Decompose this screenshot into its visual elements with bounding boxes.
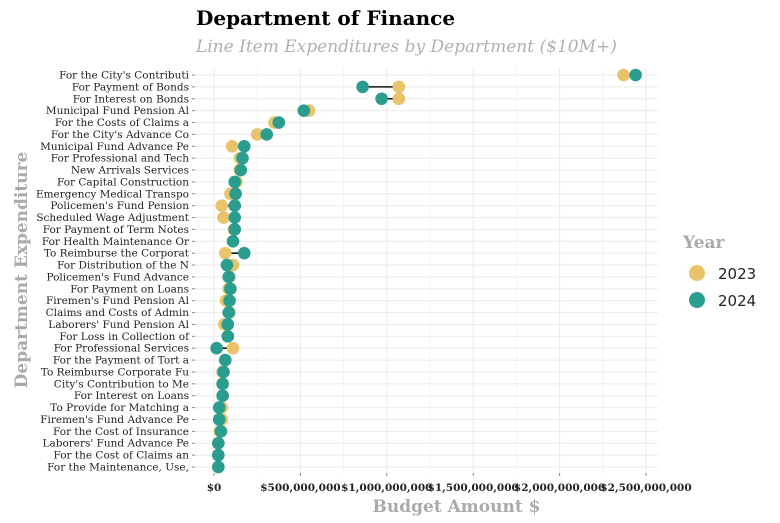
point-2024 xyxy=(234,163,248,177)
category-label: For Payment of Bonds xyxy=(72,81,189,93)
point-2024 xyxy=(212,413,226,426)
point-2024 xyxy=(237,139,251,153)
chart-title: Department of Finance xyxy=(196,6,456,30)
y-axis-label: Department Expenditure xyxy=(12,151,32,388)
point-2024 xyxy=(224,282,237,296)
point-2024 xyxy=(375,92,388,106)
category-label: Firemen's Fund Pension Al xyxy=(46,295,190,307)
point-2023 xyxy=(226,341,240,355)
legend-label-2023: 2023 xyxy=(718,265,756,283)
point-2024 xyxy=(356,80,369,94)
point-2023 xyxy=(218,246,232,260)
category-label: Laborers' Fund Advance Pe xyxy=(42,438,189,450)
point-2024 xyxy=(212,401,226,414)
point-2023 xyxy=(215,199,229,212)
point-2023 xyxy=(217,211,230,224)
category-label: For Professional Services xyxy=(54,343,189,355)
x-tick-label: $500,000,000 xyxy=(260,482,340,494)
point-2023 xyxy=(250,128,264,141)
point-2024 xyxy=(226,235,240,248)
category-label: For the City's Advance Co xyxy=(51,129,189,141)
point-2024 xyxy=(212,436,225,450)
category-label: For Health Maintenance Or xyxy=(42,236,190,248)
x-tick-label: $2,500,000,000 xyxy=(600,482,691,494)
point-2024 xyxy=(297,104,311,117)
point-2024 xyxy=(217,365,230,379)
point-2024 xyxy=(214,425,228,438)
category-label: For Professional and Tech xyxy=(51,153,189,165)
category-label: New Arrivals Services xyxy=(71,165,189,177)
point-2024 xyxy=(210,341,223,355)
point-2024 xyxy=(221,318,235,331)
category-label: For the Costs of Claims a xyxy=(55,117,189,129)
category-label: For Payment of Term Notes xyxy=(43,224,189,236)
point-2023 xyxy=(225,139,239,153)
category-label: For Distribution of the N xyxy=(57,260,189,272)
point-2024 xyxy=(272,116,286,129)
category-label: For Capital Construction xyxy=(57,176,189,188)
category-label: For the Maintenance, Use, xyxy=(47,462,189,474)
category-label: For the Cost of Insurance xyxy=(53,426,189,438)
category-label: To Reimburse the Corporat xyxy=(44,248,190,260)
point-2024 xyxy=(216,377,229,391)
chart-subtitle: Line Item Expenditures by Department ($1… xyxy=(196,37,617,57)
category-label: Policemen's Fund Advance xyxy=(46,271,189,283)
point-2024 xyxy=(220,258,234,272)
point-2024 xyxy=(228,211,242,224)
legend-title: Year xyxy=(682,233,725,253)
category-label: For Payment on Loans xyxy=(70,283,189,295)
legend-label-2024: 2024 xyxy=(718,292,756,310)
category-label: Municipal Fund Pension Al xyxy=(46,105,190,117)
point-2024 xyxy=(222,306,235,319)
point-2024 xyxy=(629,68,642,82)
legend-key-2023 xyxy=(689,265,705,281)
category-label: For the Payment of Tort a xyxy=(53,355,189,367)
x-tick-label: $0 xyxy=(207,482,222,494)
point-2024 xyxy=(221,330,235,343)
x-tick-label: $1,000,000,000 xyxy=(341,482,432,494)
category-label: To Provide for Matching a xyxy=(50,402,189,414)
category-label: Municipal Fund Advance Pe xyxy=(40,141,189,153)
point-2024 xyxy=(212,448,225,462)
category-label: Laborers' Fund Pension Al xyxy=(48,319,189,331)
point-2024 xyxy=(229,187,242,201)
point-2024 xyxy=(236,151,249,165)
category-label: City's Contribution to Me xyxy=(54,378,189,390)
x-tick-label: $1,500,000,000 xyxy=(428,482,519,494)
point-2024 xyxy=(260,128,274,141)
category-label: Scheduled Wage Adjustment xyxy=(36,212,189,224)
point-2023 xyxy=(392,92,406,106)
x-tick-label: $2,000,000,000 xyxy=(514,482,605,494)
category-label: Claims and Costs of Admin xyxy=(46,307,190,319)
category-label: Firemen's Fund Advance Pe xyxy=(40,414,189,426)
point-2024 xyxy=(212,460,225,474)
category-label: Emergency Medical Transpo xyxy=(36,188,189,200)
legend-key-2024 xyxy=(689,292,705,308)
point-2023 xyxy=(392,80,406,94)
category-label: Policemen's Fund Pension xyxy=(50,200,189,212)
x-axis-label: Budget Amount $ xyxy=(373,497,541,517)
point-2024 xyxy=(228,175,242,189)
point-2024 xyxy=(218,353,232,367)
point-2024 xyxy=(228,223,242,236)
category-label: For the City's Contributi xyxy=(59,70,189,82)
category-label: For Loss in Collection of xyxy=(59,331,190,343)
point-2024 xyxy=(228,199,242,212)
point-2024 xyxy=(237,246,251,260)
point-2024 xyxy=(222,270,235,284)
category-label: For Interest on Bonds xyxy=(73,93,189,105)
point-2023 xyxy=(617,68,630,82)
category-label: To Reimburse Corporate Fu xyxy=(41,366,189,378)
category-label: For Interest on Loans xyxy=(74,390,189,402)
point-2024 xyxy=(216,389,229,403)
point-2024 xyxy=(223,294,236,307)
category-label: For the Cost of Claims an xyxy=(54,450,190,462)
